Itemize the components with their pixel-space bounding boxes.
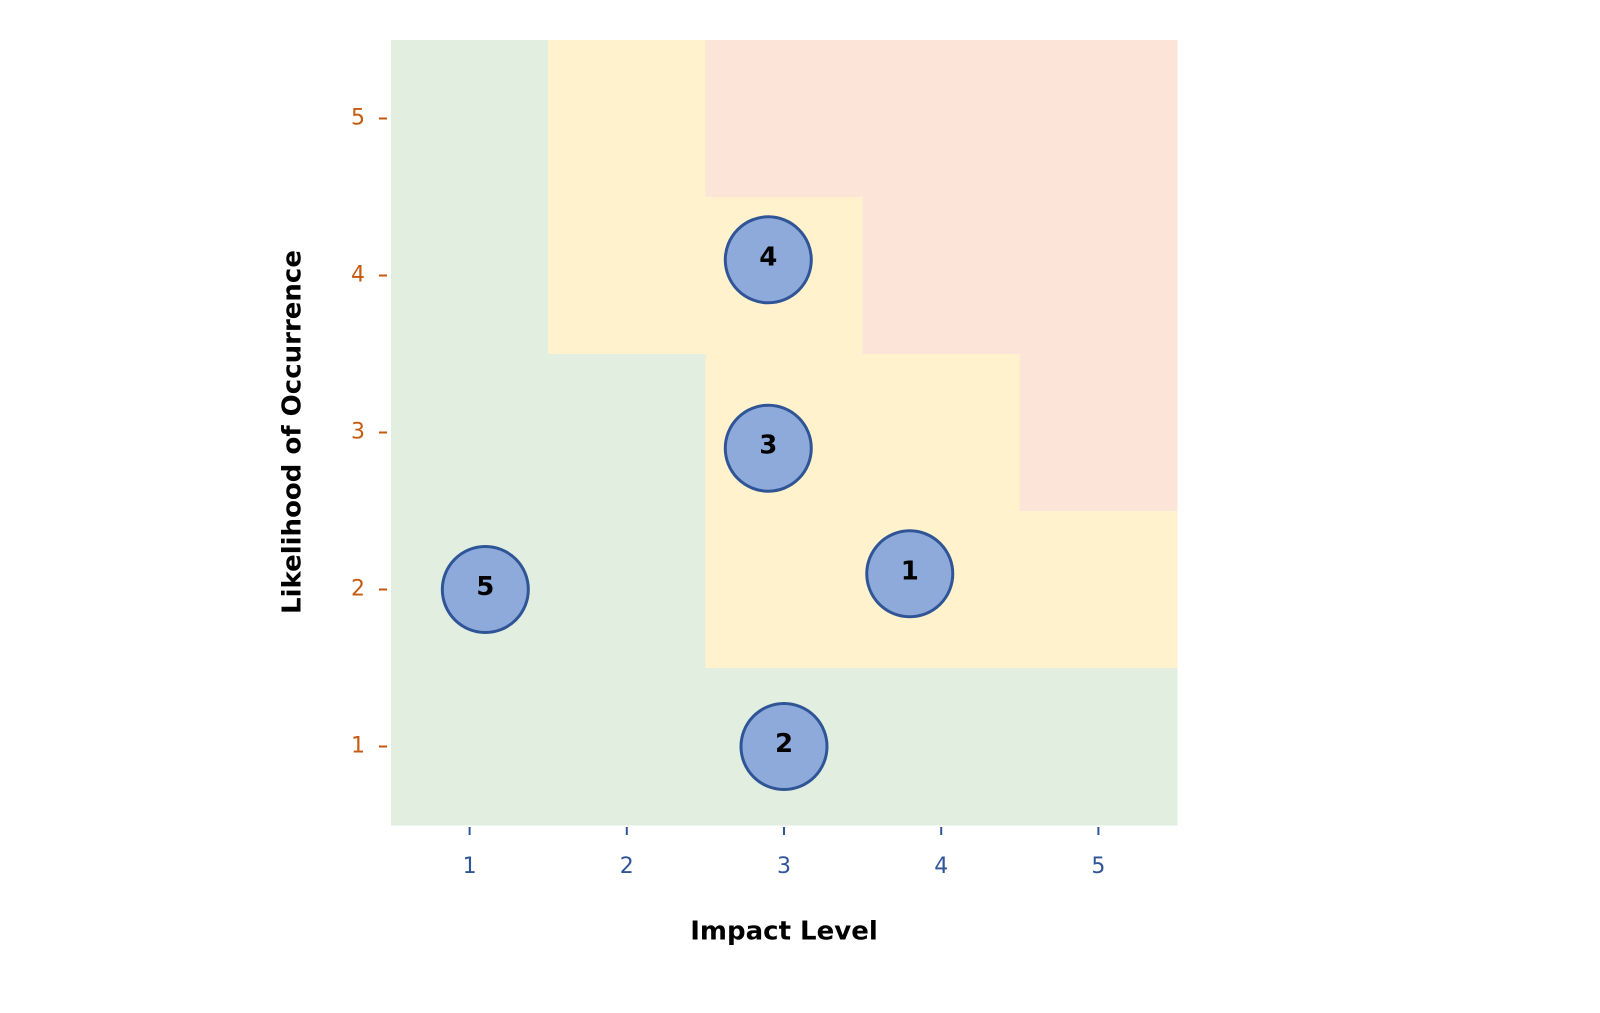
zone-cell [1019,197,1178,355]
y-tick-label: 2 [351,577,365,602]
zone-cell [548,668,706,826]
zone-cell [548,354,706,512]
risk-point [440,545,530,634]
zone-cell [548,197,706,355]
risk-point [739,702,829,791]
zone-cell [548,40,706,198]
zone-cell [391,197,549,355]
y-tick-label: 5 [351,106,365,131]
zone-cell [862,197,1021,355]
zone-cell [391,668,549,826]
x-tick-label: 2 [620,854,634,879]
zone-cell [1019,40,1178,198]
x-tick-label: 3 [777,854,791,879]
zone-cell [862,40,1021,198]
point-label: 1 [901,556,919,586]
zone-cell [705,40,864,198]
zone-cell [705,511,864,669]
y-tick-label: 4 [351,263,365,288]
risk-point [723,403,813,493]
point-label: 5 [476,572,494,602]
point-label: 3 [759,431,777,461]
zone-cell [862,354,1021,512]
x-tick-label: 4 [934,854,948,879]
zone-cell [1019,354,1178,512]
y-tick-label: 3 [351,420,365,445]
zone-cell [548,511,706,669]
x-tick-label: 5 [1091,854,1105,879]
x-axis-label: Impact Level [690,917,878,947]
point-label: 2 [775,729,793,759]
risk-point [865,529,955,619]
x-tick-label: 1 [463,854,477,879]
zone-cell [391,40,549,198]
point-label: 4 [759,242,777,272]
y-axis-label: Likelihood of Occurrence [278,250,308,614]
zone-cell [862,668,1021,826]
zone-cell [1019,668,1178,826]
zone-cell [1019,511,1178,669]
y-tick-label: 1 [351,734,365,759]
zone-cell [391,354,549,512]
risk-point [723,215,813,305]
